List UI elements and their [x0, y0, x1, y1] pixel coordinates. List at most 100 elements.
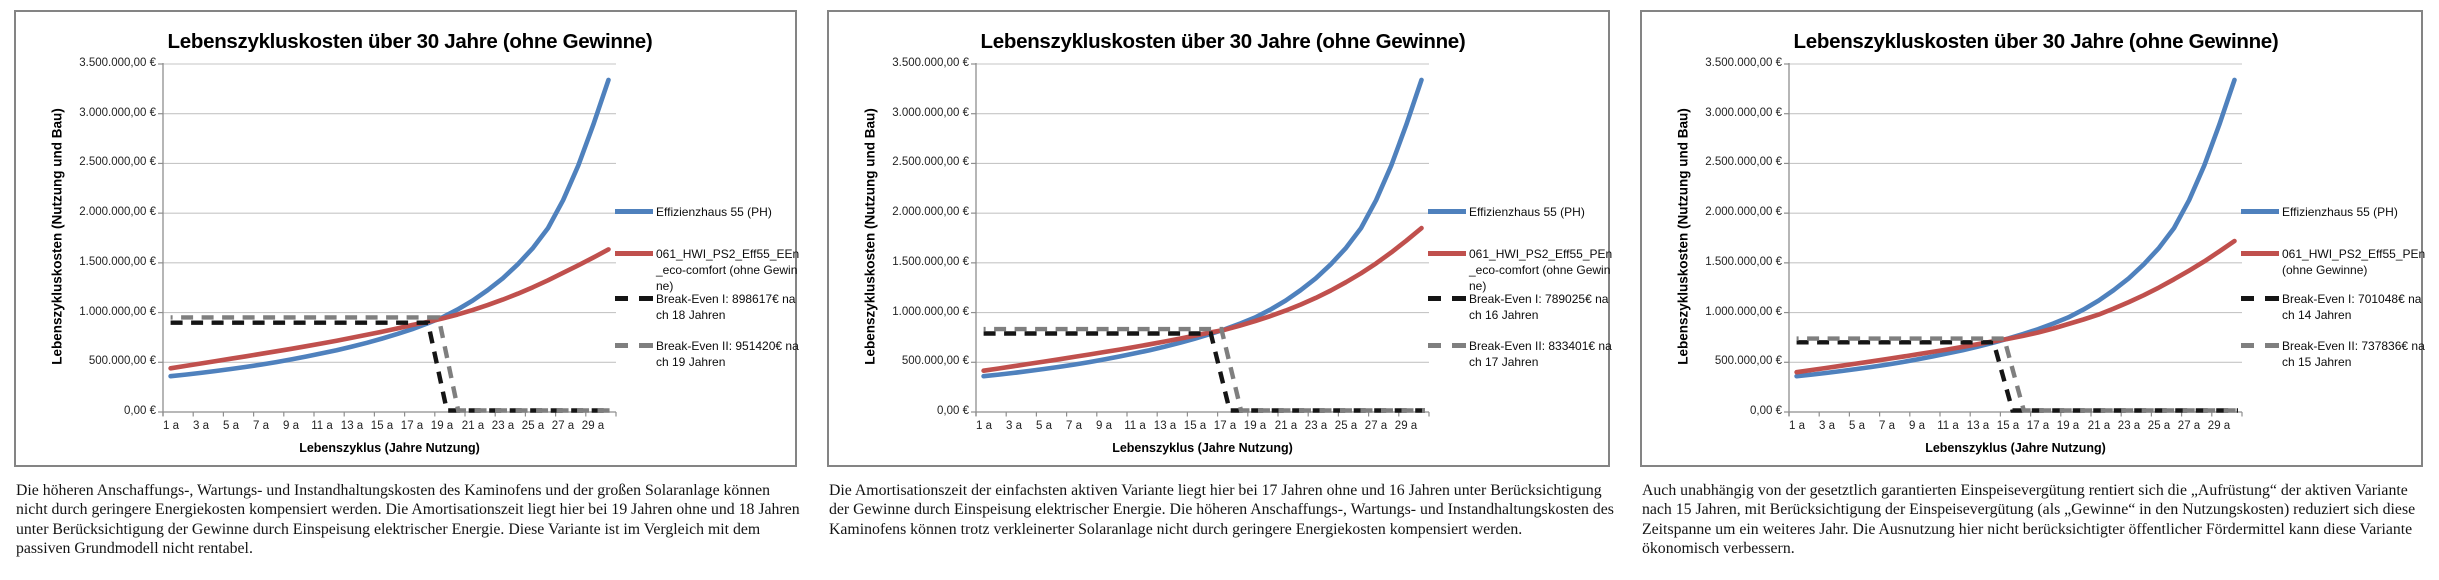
x-axis-tick-label: 23 a — [1304, 420, 1328, 432]
x-axis-tick-label: 17 a — [400, 420, 424, 432]
x-axis-tick-label: 17 a — [2026, 420, 2050, 432]
x-axis-tick-label: 3 a — [1006, 420, 1022, 432]
chart-frame — [14, 10, 797, 467]
legend-label: Effizienzhaus 55 (PH) — [1469, 205, 1585, 219]
x-axis-tick-label: 23 a — [491, 420, 515, 432]
x-axis-tick-label: 25 a — [2147, 420, 2171, 432]
x-axis-tick-label: 13 a — [1966, 420, 1990, 432]
legend-swatch-gray-dashed — [615, 343, 653, 348]
x-axis-tick-label: 27 a — [2177, 420, 2201, 432]
chart-caption: Auch unabhängig von der gesetztlich gara… — [1642, 482, 2416, 558]
legend-swatch-gray-dashed — [2241, 343, 2279, 348]
y-axis-tick-label: 500.000,00 € — [88, 355, 156, 367]
x-axis-tick-label: 1 a — [1789, 420, 1805, 432]
y-axis-tick-label: 3.000.000,00 € — [79, 107, 156, 119]
legend-label: Break-Even II: 951420€ nach 19 Jahren — [656, 339, 799, 369]
chart-title: Lebenszykluskosten über 30 Jahre (ohne G… — [167, 30, 653, 53]
chart-frame — [1640, 10, 2423, 467]
legend-swatch-blue-solid — [2241, 209, 2279, 214]
y-axis-tick-label: 2.000.000,00 € — [892, 206, 969, 218]
chart-frame — [827, 10, 1610, 467]
breakeven-line-2 — [1796, 336, 2238, 413]
x-axis-tick-label: 19 a — [2056, 420, 2080, 432]
y-axis-title: Lebenszykluskosten (Nutzung und Bau) — [1675, 108, 1691, 365]
legend-swatch-gray-dashed — [1428, 343, 1466, 348]
legend-item: 061_HWI_PS2_Eff55_EEn_eco-comfort (ohne … — [615, 246, 801, 294]
legend-item: 061_HWI_PS2_Eff55_PEn (ohne Gewinne) — [2241, 246, 2427, 278]
chart-caption: Die höheren Anschaffungs-, Wartungs- und… — [16, 482, 800, 558]
y-axis-tick-label: 0,00 € — [1750, 405, 1782, 417]
legend-swatch-red-solid — [1428, 251, 1466, 256]
legend-item: Effizienzhaus 55 (PH) — [615, 204, 801, 220]
y-axis-tick-label: 0,00 € — [124, 405, 156, 417]
y-axis-tick-label: 3.500.000,00 € — [79, 57, 156, 69]
y-axis-tick-label: 1.500.000,00 € — [79, 256, 156, 268]
y-axis-tick-label: 1.000.000,00 € — [892, 306, 969, 318]
series-line-red — [981, 225, 1424, 374]
chart-title: Lebenszykluskosten über 30 Jahre (ohne G… — [1793, 30, 2279, 53]
y-axis-tick-label: 500.000,00 € — [901, 355, 969, 367]
legend-swatch-black-dashed — [2241, 296, 2279, 301]
x-axis-tick-label: 25 a — [1334, 420, 1358, 432]
x-axis-tick-label: 17 a — [1213, 420, 1237, 432]
x-axis-tick-label: 13 a — [1153, 420, 1177, 432]
y-axis-tick-label: 1.000.000,00 € — [1705, 306, 1782, 318]
x-axis-tick-label: 15 a — [1183, 420, 1207, 432]
chart-panel: Lebenszykluskosten über 30 Jahre (ohne G… — [813, 0, 1626, 580]
legend-item: Break-Even I: 789025€ nach 16 Jahren — [1428, 291, 1614, 323]
x-axis-tick-label: 11 a — [1937, 420, 1959, 432]
legend-swatch-black-dashed — [615, 296, 653, 301]
x-axis-tick-label: 15 a — [370, 420, 394, 432]
y-axis-tick-label: 2.500.000,00 € — [892, 156, 969, 168]
legend-label: Effizienzhaus 55 (PH) — [2282, 205, 2398, 219]
legend-label: Break-Even I: 898617€ nach 18 Jahren — [656, 292, 796, 322]
legend-label: Break-Even I: 789025€ nach 16 Jahren — [1469, 292, 1609, 322]
x-axis-tick-label: 21 a — [461, 420, 485, 432]
legend-item: Break-Even II: 737836€ nach 15 Jahren — [2241, 338, 2427, 370]
legend-item: Effizienzhaus 55 (PH) — [1428, 204, 1614, 220]
series-line-red — [1794, 238, 2237, 375]
breakeven-line-1 — [983, 331, 1425, 413]
x-axis-tick-label: 1 a — [976, 420, 992, 432]
y-axis-tick-label: 3.500.000,00 € — [1705, 57, 1782, 69]
breakeven-line-2 — [170, 315, 612, 413]
y-axis-tick-label: 0,00 € — [937, 405, 969, 417]
series-line-blue — [168, 77, 611, 379]
legend-item: 061_HWI_PS2_Eff55_PEn_eco-comfort (ohne … — [1428, 246, 1614, 294]
y-axis-tick-label: 2.500.000,00 € — [79, 156, 156, 168]
y-axis-tick-label: 3.500.000,00 € — [892, 57, 969, 69]
y-axis-tick-label: 3.000.000,00 € — [1705, 107, 1782, 119]
chart-caption: Die Amortisationszeit der einfachsten ak… — [829, 482, 1614, 538]
y-axis-tick-label: 2.000.000,00 € — [79, 206, 156, 218]
x-axis-tick-label: 9 a — [283, 420, 299, 432]
chart-title: Lebenszykluskosten über 30 Jahre (ohne G… — [980, 30, 1466, 53]
x-axis-tick-label: 15 a — [1996, 420, 2020, 432]
legend-label: Break-Even I: 701048€ nach 14 Jahren — [2282, 292, 2422, 322]
x-axis-title: Lebenszyklus (Jahre Nutzung) — [1925, 441, 2106, 455]
x-axis-title: Lebenszyklus (Jahre Nutzung) — [299, 441, 480, 455]
y-axis-tick-label: 1.500.000,00 € — [1705, 256, 1782, 268]
x-axis-tick-label: 5 a — [1849, 420, 1865, 432]
y-axis-tick-label: 1.000.000,00 € — [79, 306, 156, 318]
x-axis-tick-label: 3 a — [1819, 420, 1835, 432]
x-axis-tick-label: 7 a — [1879, 420, 1895, 432]
y-axis-title: Lebenszykluskosten (Nutzung und Bau) — [862, 108, 878, 365]
legend-item: Effizienzhaus 55 (PH) — [2241, 204, 2427, 220]
x-axis-tick-label: 13 a — [340, 420, 364, 432]
legend-label: 061_HWI_PS2_Eff55_PEn_eco-comfort (ohne … — [1469, 247, 1613, 293]
legend-label: Effizienzhaus 55 (PH) — [656, 205, 772, 219]
legend-label: Break-Even II: 833401€ nach 17 Jahren — [1469, 339, 1612, 369]
x-axis-tick-label: 21 a — [2087, 420, 2111, 432]
x-axis-tick-label: 29 a — [581, 420, 605, 432]
x-axis-tick-label: 5 a — [223, 420, 239, 432]
x-axis-tick-label: 19 a — [430, 420, 454, 432]
legend-swatch-red-solid — [2241, 251, 2279, 256]
x-axis-tick-label: 27 a — [551, 420, 575, 432]
x-axis-tick-label: 19 a — [1243, 420, 1267, 432]
y-axis-title: Lebenszykluskosten (Nutzung und Bau) — [49, 108, 65, 365]
y-axis-tick-label: 2.000.000,00 € — [1705, 206, 1782, 218]
x-axis-tick-label: 11 a — [311, 420, 333, 432]
x-axis-tick-label: 5 a — [1036, 420, 1052, 432]
breakeven-line-2 — [983, 326, 1425, 413]
